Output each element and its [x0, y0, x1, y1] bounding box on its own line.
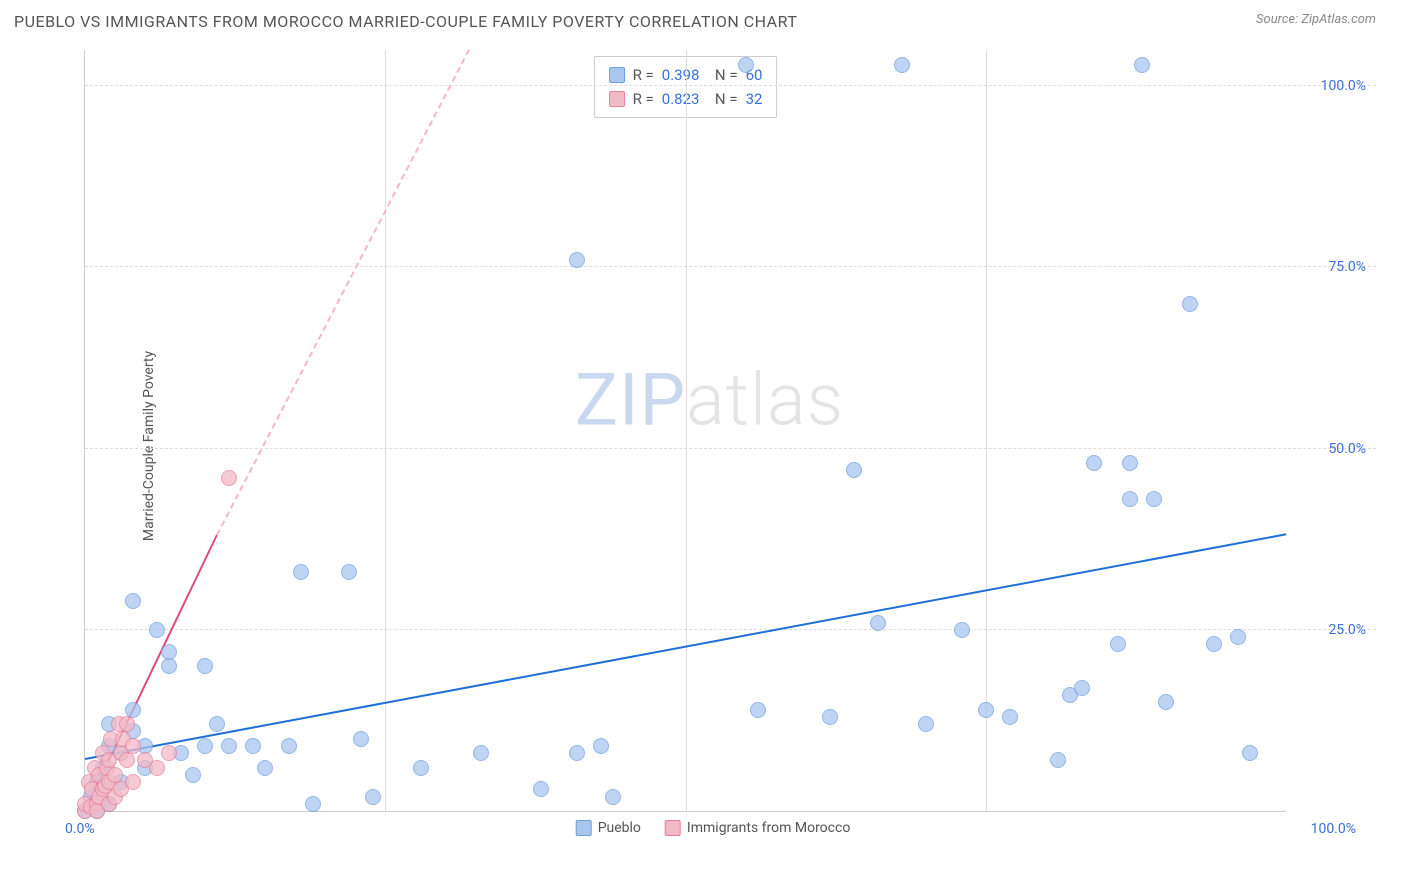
data-point [1050, 752, 1066, 768]
data-point [750, 702, 766, 718]
data-point [1002, 709, 1018, 725]
trend-line [216, 49, 470, 536]
data-point [149, 760, 165, 776]
data-point [161, 644, 177, 660]
data-point [1134, 57, 1150, 73]
data-point [353, 731, 369, 747]
legend-swatch-pueblo [576, 820, 592, 836]
data-point [822, 709, 838, 725]
chart-area: Married-Couple Family Poverty ZIPatlas R… [50, 50, 1376, 842]
gridline-vertical [385, 50, 386, 811]
gridline-vertical [686, 50, 687, 811]
data-point [119, 752, 135, 768]
data-point [293, 564, 309, 580]
data-point [125, 738, 141, 754]
data-point [954, 622, 970, 638]
legend-label-pueblo: Pueblo [598, 820, 641, 836]
data-point [221, 738, 237, 754]
gridline-vertical [986, 50, 987, 811]
legend-item-pueblo: Pueblo [576, 820, 641, 836]
data-point [305, 796, 321, 812]
data-point [1086, 455, 1102, 471]
data-point [978, 702, 994, 718]
data-point [473, 745, 489, 761]
data-point [533, 781, 549, 797]
data-point [185, 767, 201, 783]
x-tick-label: 100.0% [1311, 821, 1356, 837]
data-point [209, 716, 225, 732]
data-point [221, 470, 237, 486]
gridline-horizontal [85, 629, 1376, 630]
legend-item-morocco: Immigrants from Morocco [665, 820, 850, 836]
bottom-legend: Pueblo Immigrants from Morocco [576, 820, 851, 836]
legend-swatch-morocco [665, 820, 681, 836]
scatter-plot: ZIPatlas R = 0.398 N = 60 R = 0.823 N = … [84, 50, 1286, 812]
data-point [1182, 296, 1198, 312]
data-point [846, 462, 862, 478]
data-point [281, 738, 297, 754]
data-point [738, 57, 754, 73]
data-point [125, 774, 141, 790]
chart-title: PUEBLO VS IMMIGRANTS FROM MOROCCO MARRIE… [14, 12, 797, 31]
data-point [870, 615, 886, 631]
data-point [161, 745, 177, 761]
legend-label-morocco: Immigrants from Morocco [687, 820, 850, 836]
data-point [413, 760, 429, 776]
data-point [341, 564, 357, 580]
data-point [161, 658, 177, 674]
y-tick-label: 75.0% [1328, 259, 1366, 275]
data-point [1146, 491, 1162, 507]
data-point [918, 716, 934, 732]
gridline-horizontal [85, 448, 1376, 449]
data-point [197, 658, 213, 674]
data-point [593, 738, 609, 754]
data-point [257, 760, 273, 776]
data-point [125, 593, 141, 609]
gridline-horizontal [85, 85, 1376, 86]
data-point [119, 716, 135, 732]
swatch-morocco [609, 91, 625, 107]
data-point [1074, 680, 1090, 696]
data-point [245, 738, 261, 754]
y-tick-label: 50.0% [1328, 441, 1366, 457]
data-point [605, 789, 621, 805]
data-point [1230, 629, 1246, 645]
data-point [1122, 491, 1138, 507]
data-point [149, 622, 165, 638]
data-point [569, 252, 585, 268]
y-tick-label: 100.0% [1321, 78, 1366, 94]
data-point [365, 789, 381, 805]
x-tick-label: 0.0% [65, 821, 95, 837]
data-point [1122, 455, 1138, 471]
source-attribution: Source: ZipAtlas.com [1256, 12, 1376, 27]
gridline-horizontal [85, 266, 1376, 267]
y-tick-label: 25.0% [1328, 622, 1366, 638]
data-point [1206, 636, 1222, 652]
watermark: ZIPatlas [575, 358, 844, 443]
data-point [1110, 636, 1126, 652]
data-point [1242, 745, 1258, 761]
data-point [569, 745, 585, 761]
data-point [894, 57, 910, 73]
swatch-pueblo [609, 67, 625, 83]
data-point [197, 738, 213, 754]
data-point [1158, 694, 1174, 710]
